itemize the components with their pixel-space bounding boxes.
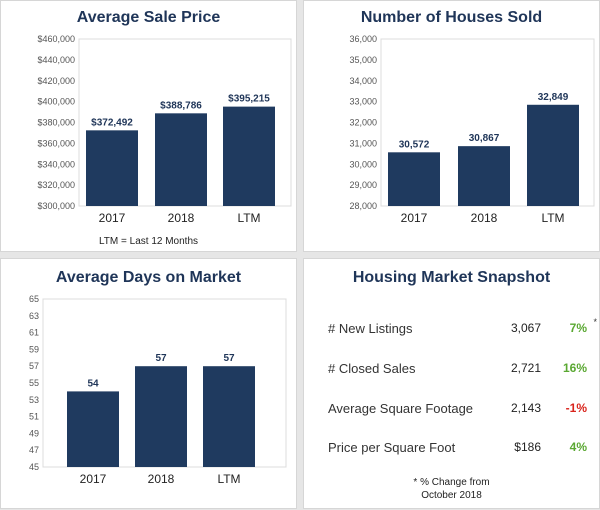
snapshot-row-change: -1% — [565, 401, 587, 415]
y-tick-label: $380,000 — [37, 118, 75, 128]
data-label: $372,492 — [91, 117, 133, 128]
snapshot-row-label: # Closed Sales — [328, 361, 416, 376]
footnote-line-1: * % Change from — [413, 477, 490, 488]
x-tick-label: 2017 — [401, 211, 428, 225]
y-tick-label: $360,000 — [37, 138, 75, 148]
y-tick-label: 65 — [29, 294, 39, 304]
market-snapshot-panel: Housing Market Snapshot # New Listings 3,… — [303, 258, 600, 509]
snapshot-row: Price per Square Foot $186 4% — [328, 440, 587, 460]
data-label: 32,849 — [538, 92, 569, 103]
data-label: 57 — [223, 353, 235, 364]
y-tick-label: 51 — [29, 412, 39, 422]
chart-title: Average Sale Price — [76, 9, 221, 26]
y-tick-label: 33,000 — [349, 97, 377, 107]
bar — [155, 113, 207, 206]
y-tick-label: $460,000 — [37, 34, 75, 44]
y-tick-label: 45 — [29, 462, 39, 472]
days-on-market-chart: 45 47 49 51 53 55 57 59 61 63 65 54 2017 57 2018 57 LTM — [29, 294, 287, 486]
snapshot-row-value: 3,067 — [510, 321, 541, 335]
y-tick-label: 57 — [29, 361, 39, 371]
snapshot-row: # Closed Sales 2,721 16% — [328, 361, 587, 381]
bar — [527, 104, 579, 206]
bar — [135, 366, 187, 467]
data-label: $395,215 — [228, 94, 270, 105]
y-tick-label: 59 — [29, 344, 39, 354]
y-tick-label: $340,000 — [37, 159, 75, 169]
asterisk-marker: * — [593, 317, 597, 327]
data-label: 30,867 — [469, 133, 500, 144]
data-label: 30,572 — [399, 139, 430, 150]
x-tick-label: 2018 — [168, 211, 195, 225]
avg-sale-price-chart: $300,000 $320,000 $340,000 $360,000 $380,000… — [37, 34, 292, 225]
data-label: 57 — [155, 353, 167, 364]
y-tick-label: 34,000 — [349, 76, 377, 86]
bar — [86, 130, 138, 206]
y-tick-label: 36,000 — [349, 34, 377, 44]
y-tick-label: 53 — [29, 395, 39, 405]
snapshot-row-label: Average Square Footage — [328, 401, 474, 416]
x-tick-label: 2017 — [99, 211, 126, 225]
chart-title: Average Days on Market — [55, 269, 242, 286]
data-label: 54 — [87, 378, 99, 389]
y-tick-label: 32,000 — [349, 118, 377, 128]
bar — [203, 366, 255, 467]
y-tick-label: 55 — [29, 378, 39, 388]
houses-sold-panel: Number of Houses Sold 28,000 29,000 30,000… — [303, 0, 600, 252]
x-tick-label: LTM — [237, 211, 260, 225]
ltm-note: LTM = Last 12 Months — [98, 236, 199, 247]
x-tick-label: 2018 — [148, 472, 175, 486]
snapshot-row: Average Square Footage 2,143 -1% — [328, 401, 587, 421]
y-tick-label: $300,000 — [37, 201, 75, 211]
y-tick-label: 30,000 — [349, 159, 377, 169]
avg-sale-price-panel: Average Sale Price $300,000 $320,000 $340,… — [0, 0, 297, 252]
snapshot-row-value: $186 — [514, 440, 541, 454]
y-tick-label: 49 — [29, 428, 39, 438]
bar — [458, 146, 510, 206]
data-label: $388,786 — [160, 100, 202, 111]
bar — [223, 106, 275, 206]
snapshot-row-change: 16% — [562, 361, 587, 375]
y-tick-label: 35,000 — [349, 55, 377, 65]
snapshot-row-value: 2,721 — [510, 361, 541, 375]
y-tick-label: $320,000 — [37, 180, 75, 190]
snapshot-row: # New Listings 3,067 7% — [328, 321, 587, 341]
snapshot-title: Housing Market Snapshot — [352, 269, 551, 286]
x-tick-label: LTM — [541, 211, 564, 225]
y-tick-label: 47 — [29, 445, 39, 455]
y-tick-label: $400,000 — [37, 97, 75, 107]
snapshot-row-label: # New Listings — [328, 321, 413, 336]
y-tick-label: $420,000 — [37, 76, 75, 86]
y-tick-label: $440,000 — [37, 55, 75, 65]
snapshot-row-value: 2,143 — [510, 401, 541, 415]
chart-title: Number of Houses Sold — [360, 9, 543, 26]
x-tick-label: 2018 — [471, 211, 498, 225]
y-tick-label: 61 — [29, 328, 39, 338]
snapshot-row-label: Price per Square Foot — [328, 440, 456, 455]
houses-sold-chart: 28,000 29,000 30,000 31,000 32,000 33,000 34,0… — [349, 34, 595, 225]
y-tick-label: 63 — [29, 311, 39, 321]
snapshot-row-change: 7% — [569, 321, 587, 335]
x-tick-label: LTM — [217, 472, 240, 486]
bar — [67, 391, 119, 467]
y-tick-label: 31,000 — [349, 138, 377, 148]
y-tick-label: 29,000 — [349, 180, 377, 190]
footnote-line-2: October 2018 — [421, 490, 482, 501]
y-tick-label: 28,000 — [349, 201, 377, 211]
bar — [388, 152, 440, 206]
x-tick-label: 2017 — [80, 472, 107, 486]
days-on-market-panel: Average Days on Market 45 47 49 51 53 55 57 59 6… — [0, 258, 297, 509]
snapshot-row-change: 4% — [569, 440, 587, 454]
